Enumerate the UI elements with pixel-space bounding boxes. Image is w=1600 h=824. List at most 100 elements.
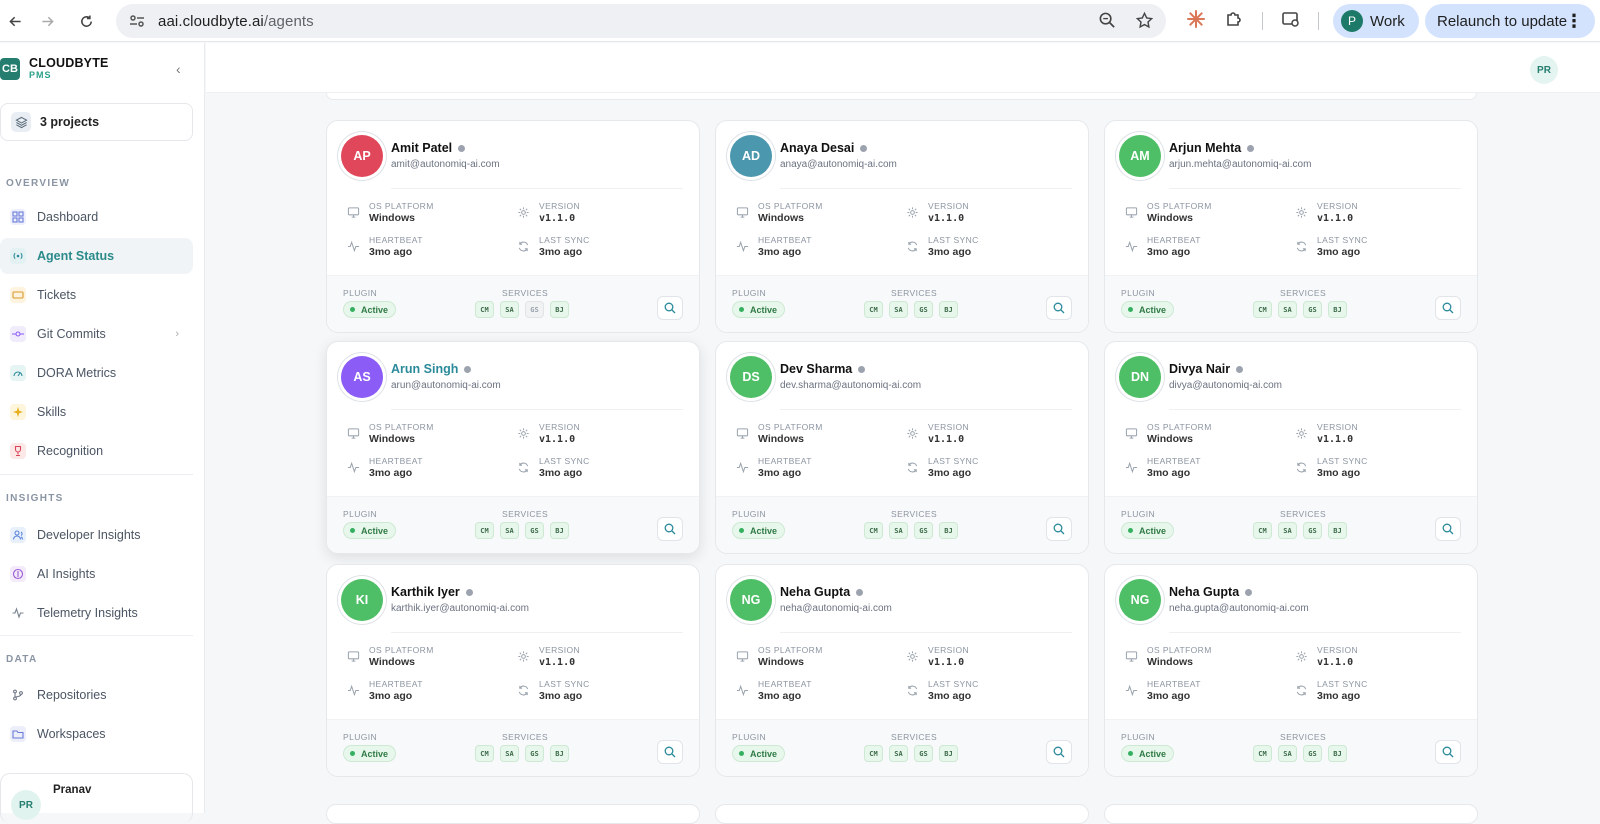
os-platform-value: Windows: [1147, 656, 1193, 668]
inspect-agent-button[interactable]: [1046, 517, 1072, 541]
heartbeat-label: HEARTBEAT: [369, 456, 423, 466]
service-badge-gs: GS: [914, 301, 933, 318]
card-footer: PLUGIN Active SERVICES CM SA GS BJ: [716, 275, 1088, 332]
inspect-agent-button[interactable]: [657, 517, 683, 541]
version-field: VERSION v1.1.0: [906, 645, 969, 668]
agent-card[interactable]: DS Dev Sharma dev.sharma@autonomiq-ai.co…: [715, 341, 1089, 554]
active-dot: [739, 307, 744, 312]
service-badge-gs: GS: [1303, 301, 1322, 318]
media-control-icon[interactable]: [1281, 9, 1301, 34]
sidebar-item-dashboard[interactable]: Dashboard: [0, 199, 193, 235]
agent-card[interactable]: KI Karthik Iyer karthik.iyer@autonomiq-a…: [326, 564, 700, 777]
zoom-icon[interactable]: [1098, 11, 1117, 35]
agent-card[interactable]: [1104, 804, 1478, 824]
os-platform-label: OS PLATFORM: [758, 645, 823, 655]
plugin-status-text: Active: [1139, 525, 1167, 536]
plugin-label: PLUGIN: [732, 288, 767, 298]
sidebar-item-skills[interactable]: Skills: [0, 394, 193, 430]
os-platform-value: Windows: [758, 433, 804, 445]
version-value: v1.1.0: [928, 213, 965, 224]
back-icon[interactable]: [0, 6, 30, 36]
collapse-sidebar-icon[interactable]: ‹: [176, 61, 181, 77]
agent-card[interactable]: NG Neha Gupta neha.gupta@autonomiq-ai.co…: [1104, 564, 1478, 777]
agent-card[interactable]: [715, 804, 1089, 824]
sidebar-item-label: Telemetry Insights: [37, 606, 138, 620]
agent-email: dev.sharma@autonomiq-ai.com: [780, 380, 922, 391]
gear-icon: [517, 206, 531, 220]
chevron-right-icon[interactable]: ›: [175, 328, 179, 340]
agent-card[interactable]: DN Divya Nair divya@autonomiq-ai.com OS …: [1104, 341, 1478, 554]
agent-name[interactable]: Amit Patel: [391, 141, 453, 155]
claude-extension-icon[interactable]: [1186, 9, 1206, 34]
toolbar-separator: [1318, 12, 1319, 30]
agent-card[interactable]: AP Amit Patel amit@autonomiq-ai.com OS P…: [326, 120, 700, 333]
agent-name[interactable]: Karthik Iyer: [391, 585, 460, 599]
sidebar-item-tickets[interactable]: Tickets: [0, 277, 193, 313]
relaunch-button[interactable]: Relaunch to update ⋮: [1425, 4, 1595, 38]
sidebar-item-ai-insights[interactable]: AI Insights: [0, 556, 193, 592]
inspect-agent-button[interactable]: [1435, 740, 1461, 764]
project-selector[interactable]: 3 projects: [0, 103, 193, 141]
heartbeat-field: HEARTBEAT 3mo ago: [347, 456, 423, 479]
sidebar-item-repositories[interactable]: Repositories: [0, 677, 193, 713]
agent-card[interactable]: AM Arjun Mehta arjun.mehta@autonomiq-ai.…: [1104, 120, 1478, 333]
sidebar-item-recognition[interactable]: Recognition: [0, 433, 193, 469]
sidebar-item-telemetry-insights[interactable]: Telemetry Insights: [0, 595, 193, 631]
agent-email: neha.gupta@autonomiq-ai.com: [1169, 603, 1309, 614]
section-overview: OVERVIEW: [6, 178, 71, 189]
forward-icon[interactable]: [32, 6, 62, 36]
agent-name[interactable]: Arjun Mehta: [1169, 141, 1242, 155]
active-dot: [1128, 307, 1133, 312]
bookmark-star-icon[interactable]: [1135, 11, 1154, 35]
plugin-status-badge: Active: [1121, 745, 1175, 762]
services-label: SERVICES: [891, 288, 938, 298]
version-field: VERSION v1.1.0: [517, 645, 580, 668]
reload-icon[interactable]: [71, 6, 101, 36]
agent-name[interactable]: Divya Nair: [1169, 362, 1231, 376]
more-menu-icon[interactable]: ⋮: [1565, 11, 1583, 31]
service-badge-sa: SA: [889, 745, 908, 762]
address-bar[interactable]: aai.cloudbyte.ai/agents: [116, 4, 1166, 38]
sidebar-item-agent-status[interactable]: Agent Status: [0, 238, 193, 274]
agent-name[interactable]: Neha Gupta: [780, 585, 851, 599]
inspect-agent-button[interactable]: [1435, 296, 1461, 320]
services-label: SERVICES: [891, 509, 938, 519]
header-avatar[interactable]: PR: [1530, 56, 1558, 84]
inspect-agent-button[interactable]: [1046, 296, 1072, 320]
site-settings-icon[interactable]: [128, 12, 146, 30]
user-menu[interactable]: PR Pranav: [0, 773, 193, 823]
inspect-agent-button[interactable]: [657, 740, 683, 764]
card-divider: [1169, 409, 1461, 410]
extensions-puzzle-icon[interactable]: [1224, 9, 1244, 34]
agent-card[interactable]: NG Neha Gupta neha@autonomiq-ai.com OS P…: [715, 564, 1089, 777]
agent-name[interactable]: Dev Sharma: [780, 362, 853, 376]
inspect-agent-button[interactable]: [657, 296, 683, 320]
os-platform-field: OS PLATFORM Windows: [347, 422, 434, 445]
agent-card[interactable]: [326, 804, 700, 824]
agent-email: karthik.iyer@autonomiq-ai.com: [391, 603, 529, 614]
agent-name[interactable]: Arun Singh: [391, 362, 459, 376]
sidebar-item-label: Recognition: [37, 444, 104, 458]
inspect-agent-button[interactable]: [1046, 740, 1072, 764]
agent-name[interactable]: Neha Gupta: [1169, 585, 1240, 599]
brand[interactable]: CB CLOUDBYTE PMS: [0, 57, 109, 81]
sidebar-item-developer-insights[interactable]: Developer Insights: [0, 517, 193, 553]
heartbeat-label: HEARTBEAT: [1147, 679, 1201, 689]
sidebar: CB CLOUDBYTE PMS ‹ 3 projects OVERVIEW D…: [0, 43, 205, 823]
sidebar-item-dora-metrics[interactable]: DORA Metrics: [0, 355, 193, 391]
version-field: VERSION v1.1.0: [906, 201, 969, 224]
sidebar-item-git-commits[interactable]: Git Commits ›: [0, 316, 193, 352]
last-sync-value: 3mo ago: [539, 690, 583, 702]
inspect-agent-button[interactable]: [1435, 517, 1461, 541]
sidebar-item-workspaces[interactable]: Workspaces: [0, 716, 193, 752]
version-field: VERSION v1.1.0: [1295, 645, 1358, 668]
os-platform-value: Windows: [758, 212, 804, 224]
last-sync-field: LAST SYNC 3mo ago: [906, 235, 979, 258]
profile-button[interactable]: P Work: [1333, 4, 1419, 38]
agent-card[interactable]: AD Anaya Desai anaya@autonomiq-ai.com OS…: [715, 120, 1089, 333]
service-badge-bj: BJ: [939, 301, 958, 318]
os-platform-field: OS PLATFORM Windows: [736, 201, 823, 224]
version-field: VERSION v1.1.0: [1295, 201, 1358, 224]
agent-card[interactable]: AS Arun Singh arun@autonomiq-ai.com OS P…: [326, 341, 700, 554]
agent-name[interactable]: Anaya Desai: [780, 141, 855, 155]
